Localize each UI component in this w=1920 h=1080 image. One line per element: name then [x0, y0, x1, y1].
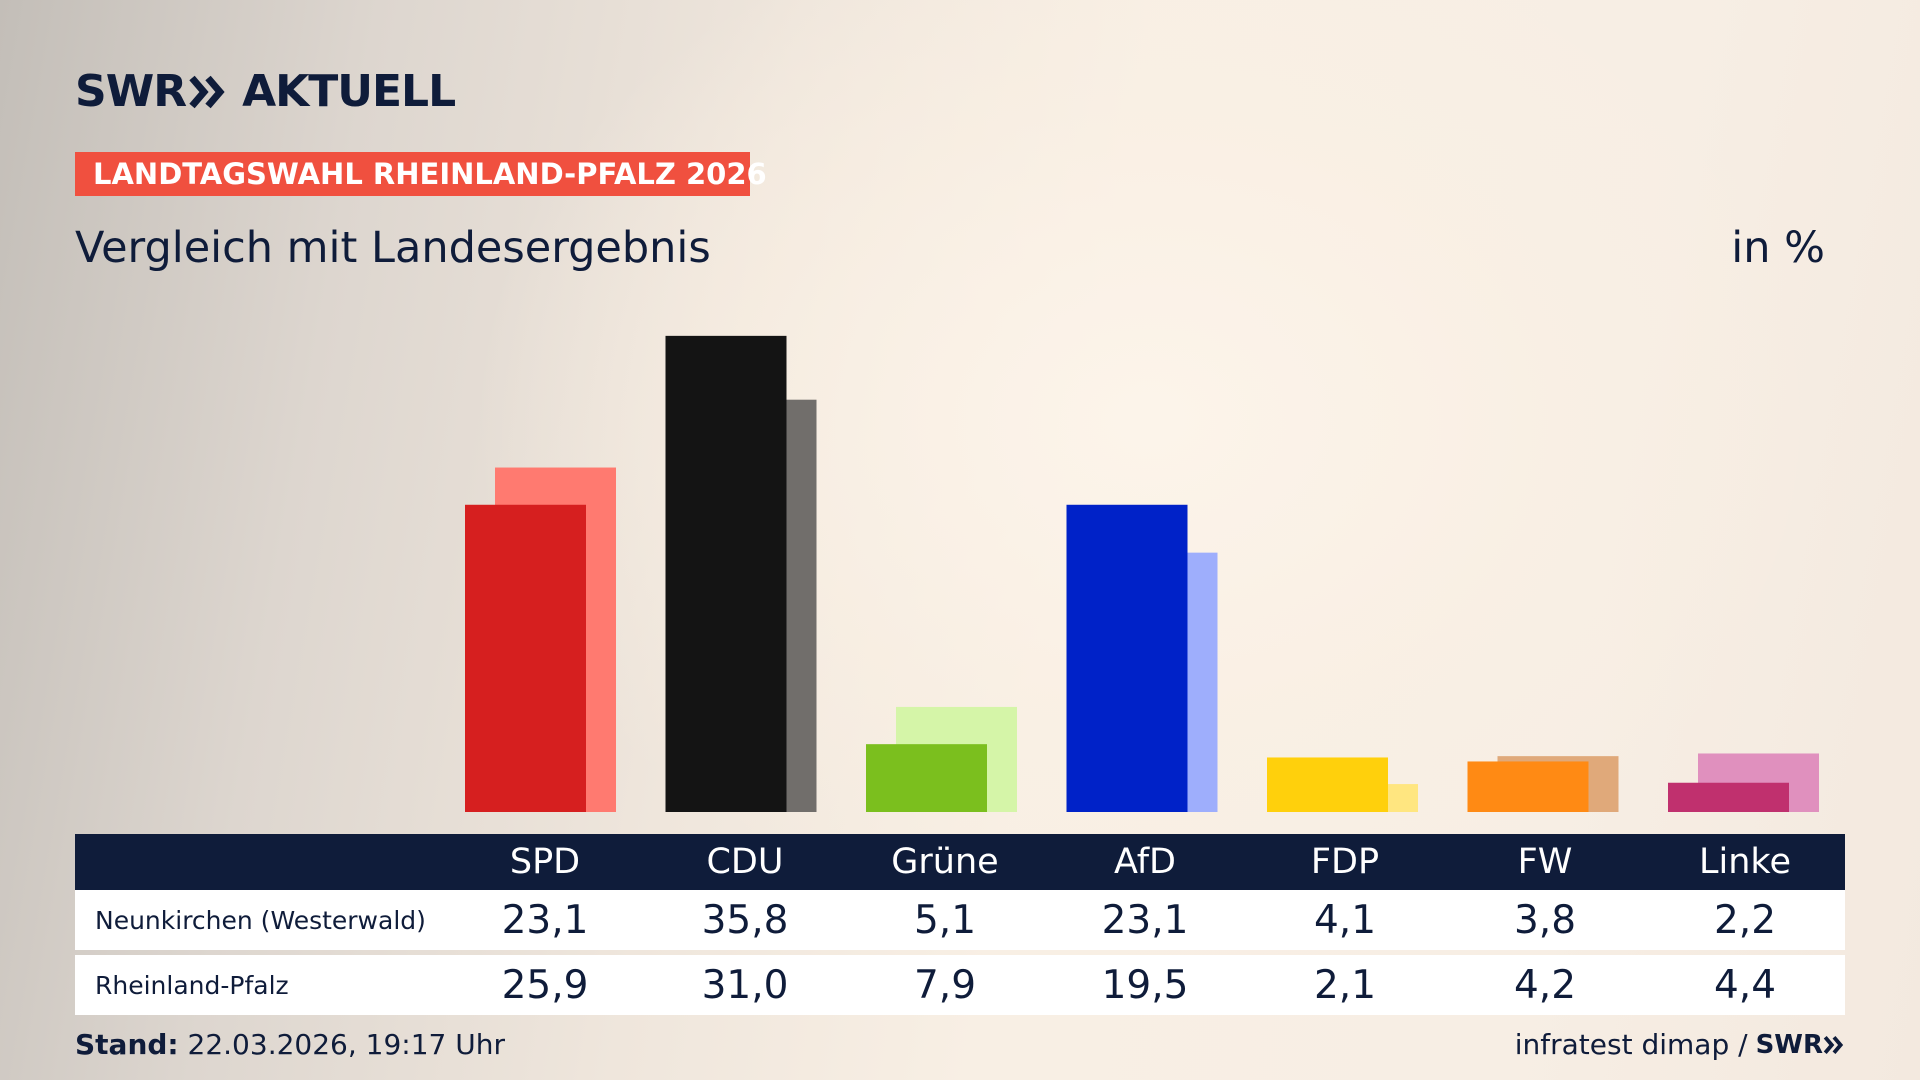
- party-header-gr-ne: Grüne: [891, 842, 999, 882]
- party-header-fdp: FDP: [1310, 842, 1380, 882]
- value-cell: 23,1: [501, 897, 589, 943]
- chart-subtitle: Vergleich mit Landesergebnis: [75, 223, 711, 273]
- stand-value: 22.03.2026, 19:17 Uhr: [187, 1028, 505, 1061]
- party-header-cdu: CDU: [706, 842, 784, 882]
- bar-wahlkreis-afd: [1066, 504, 1188, 812]
- value-cell: 2,2: [1713, 897, 1777, 943]
- value-cell: 2,1: [1313, 962, 1377, 1008]
- swr-small-logo: SWR: [1755, 1029, 1823, 1060]
- timestamp: Stand: 22.03.2026, 19:17 Uhr: [75, 1028, 505, 1061]
- party-header-linke: Linke: [1699, 842, 1791, 882]
- double-chevron-icon: [189, 75, 225, 109]
- party-header-spd: SPD: [509, 842, 581, 882]
- value-cell: 31,0: [701, 962, 789, 1008]
- table-row: Rheinland-Pfalz 25,9 31,0 7,9 19,5 2,1 4,2 4,4: [75, 955, 1845, 1015]
- source-credit: infratest dimap / SWR: [1515, 1028, 1845, 1061]
- bar-wahlkreis-fw: [1467, 761, 1589, 812]
- bar-wahlkreis-spd: [465, 504, 586, 812]
- value-cell: 7,9: [913, 962, 977, 1008]
- value-cell: 19,5: [1101, 962, 1189, 1008]
- value-cell: 4,1: [1313, 897, 1377, 943]
- row-label: Neunkirchen (Westerwald): [95, 905, 426, 935]
- source-text: infratest dimap /: [1514, 1028, 1748, 1061]
- table-row: Neunkirchen (Westerwald) 23,1 35,8 5,1 23,1…: [75, 890, 1845, 950]
- header-empty-cell: [75, 834, 445, 890]
- value-cell: 35,8: [701, 897, 789, 943]
- bar-wahlkreis-linke: [1668, 782, 1789, 812]
- double-chevron-icon: [1823, 1035, 1844, 1054]
- value-cell: 5,1: [913, 897, 977, 943]
- logo-aktuell-text: AKTUELL: [242, 66, 456, 117]
- row-label: Rheinland-Pfalz: [95, 970, 289, 1000]
- election-tag: LANDTAGSWAHL RHEINLAND-PFALZ 2026: [75, 152, 767, 196]
- unit-label: in %: [1731, 223, 1825, 273]
- value-cell: 23,1: [1101, 897, 1189, 943]
- party-header-afd: AfD: [1114, 842, 1176, 882]
- value-cell: 4,2: [1513, 962, 1577, 1008]
- results-table: SPD CDU Grüne AfD FDP FW Linke Neunkirchen (We…: [75, 834, 1845, 1015]
- stand-label: Stand:: [75, 1028, 179, 1061]
- bar-wahlkreis-gr-ne: [866, 744, 987, 812]
- table-header: SPD CDU Grüne AfD FDP FW Linke: [75, 834, 1845, 890]
- bar-wahlkreis-cdu: [665, 335, 787, 812]
- bar-chart: [465, 335, 1819, 812]
- value-cell: 4,4: [1713, 962, 1777, 1008]
- party-header-fw: FW: [1517, 842, 1573, 882]
- bar-wahlkreis-fdp: [1267, 757, 1388, 812]
- swr-aktuell-logo: SWR AKTUELL: [75, 66, 456, 117]
- value-cell: 25,9: [501, 962, 589, 1008]
- logo-swr-text: SWR: [75, 66, 187, 117]
- value-cell: 3,8: [1513, 897, 1577, 943]
